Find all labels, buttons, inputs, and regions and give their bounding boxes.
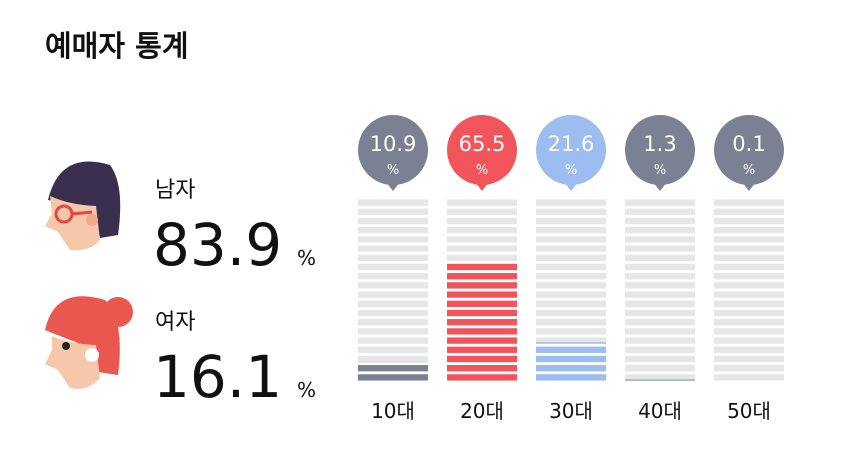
gender-unit: % [297, 378, 316, 402]
bar-track [625, 198, 695, 382]
value-bubble [358, 115, 428, 185]
bar [447, 261, 517, 382]
x-tick-label: 20대 [460, 399, 504, 423]
value-label: 1.3 [643, 132, 676, 156]
bubble-pointer [742, 182, 756, 191]
gender-value: 16.1 [153, 343, 282, 411]
value-label: 21.6 [548, 132, 595, 156]
value-bubble [714, 115, 784, 185]
x-tick-label: 50대 [727, 399, 771, 423]
value-bubble [625, 115, 695, 185]
value-bubble [536, 115, 606, 185]
bubble-pointer [386, 182, 400, 191]
x-tick-label: 10대 [371, 399, 415, 423]
gender-value: 83.9 [153, 211, 282, 279]
value-unit: % [387, 163, 399, 178]
bar [536, 342, 606, 382]
value-label: 65.5 [459, 132, 506, 156]
bar [358, 361, 428, 382]
title: 예매자 통계 [45, 29, 189, 63]
male-icon [45, 161, 121, 251]
value-bubble [447, 115, 517, 185]
bar-track [358, 198, 428, 382]
bar-track [714, 198, 784, 382]
bubble-pointer [564, 182, 578, 191]
value-label: 10.9 [370, 132, 417, 156]
x-tick-label: 40대 [638, 399, 682, 423]
bar [625, 379, 695, 382]
value-unit: % [743, 163, 755, 178]
value-unit: % [476, 163, 488, 178]
value-label: 0.1 [732, 132, 765, 156]
female-icon [45, 296, 133, 389]
value-unit: % [654, 163, 666, 178]
bubble-pointer [475, 182, 489, 191]
gender-label: 여자 [155, 310, 195, 335]
gender-label: 남자 [155, 178, 195, 203]
gender-unit: % [297, 246, 316, 270]
x-tick-label: 30대 [549, 399, 593, 423]
bubble-pointer [653, 182, 667, 191]
value-unit: % [565, 163, 577, 178]
